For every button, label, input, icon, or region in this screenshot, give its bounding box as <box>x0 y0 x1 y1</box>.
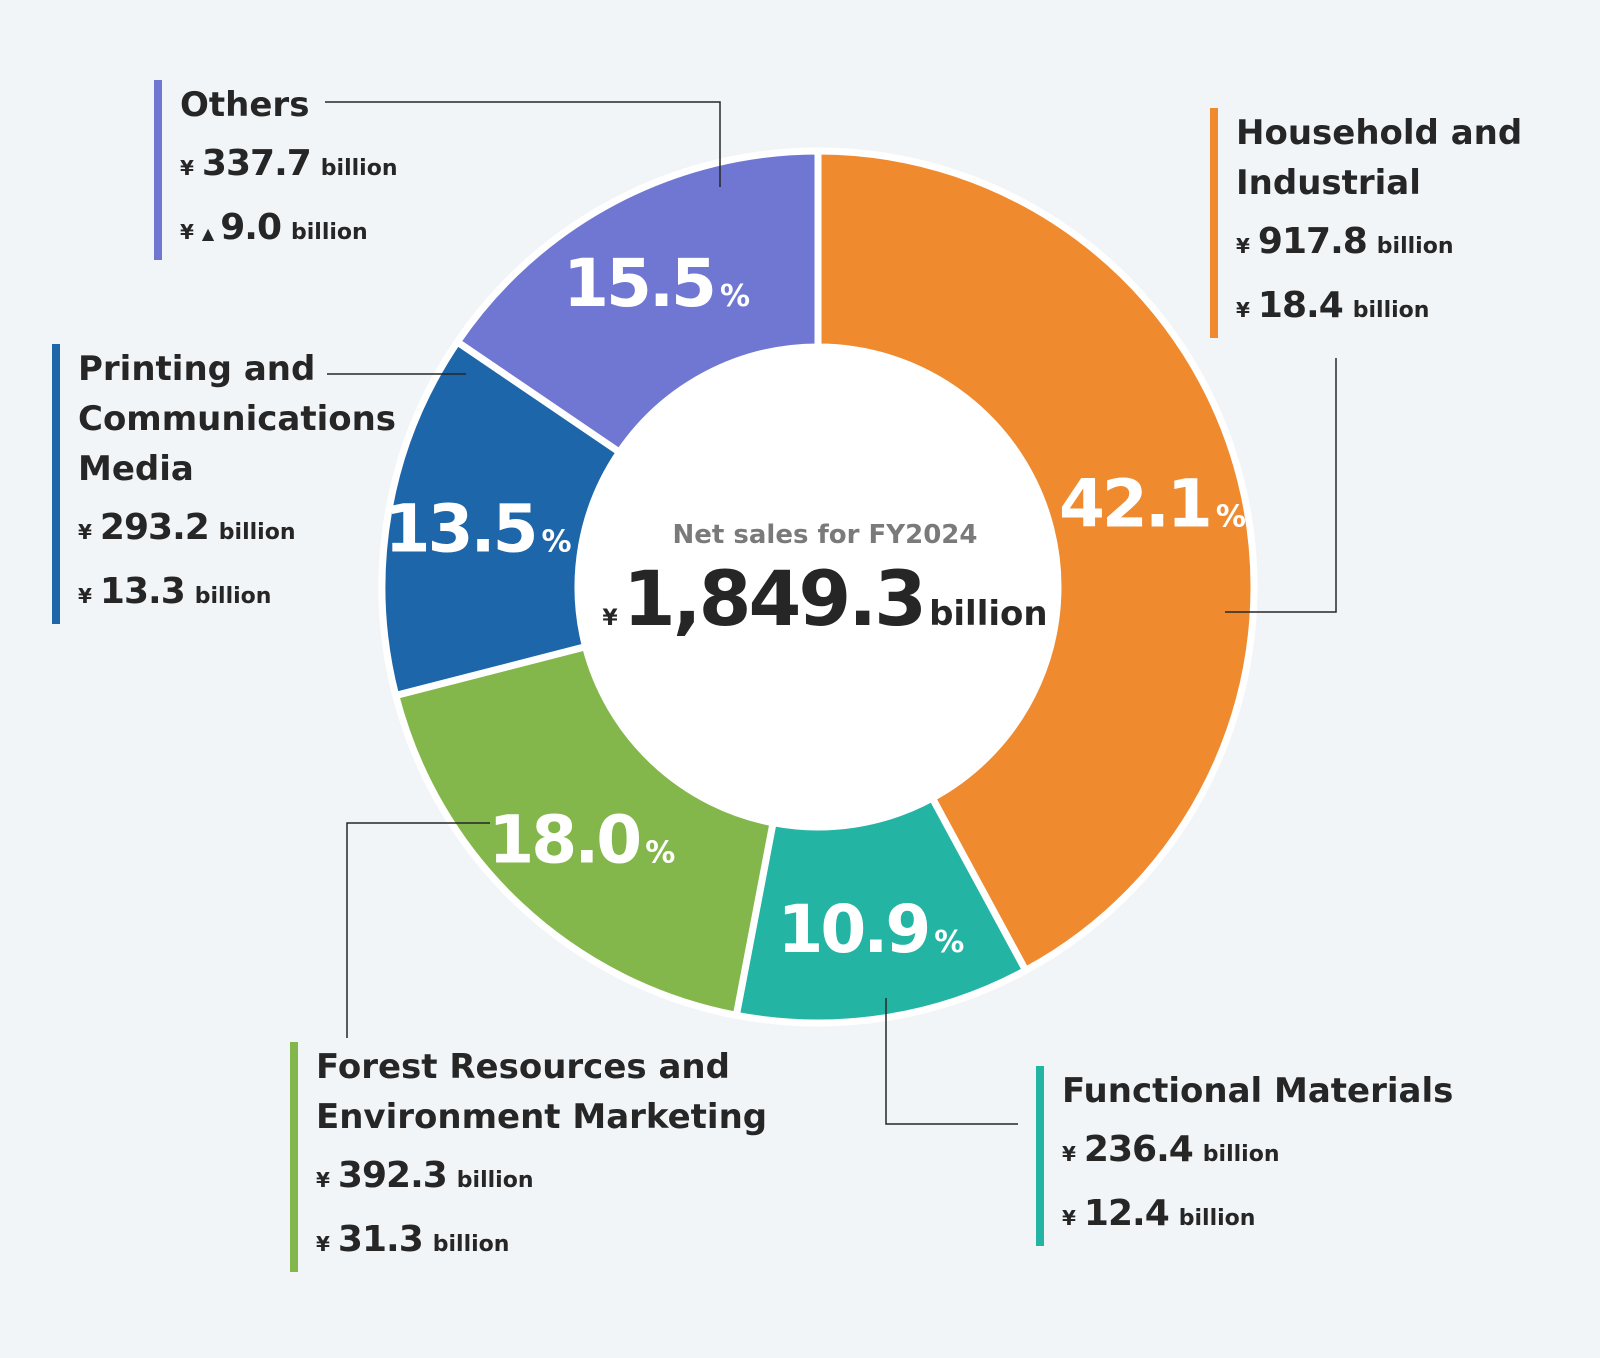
currency-symbol: ¥ <box>78 584 92 608</box>
currency-symbol: ¥ <box>180 220 194 244</box>
profit-unit: billion <box>291 220 368 245</box>
profit-line: ¥18.4 billion <box>1236 280 1522 338</box>
currency-symbol: ¥ <box>180 156 194 180</box>
sales-value: 917.8 <box>1257 221 1368 262</box>
profit-value: 18.4 <box>1257 285 1344 326</box>
total-sales-center: Net sales for FY2024 ¥ 1,849.3 billion <box>580 520 1070 643</box>
segment-name-line-2: Communications <box>78 399 397 439</box>
profit-unit: billion <box>194 584 272 609</box>
percent-label-2: 18.0% <box>488 801 675 878</box>
segment-name-line-1: Forest Resources and <box>316 1047 730 1087</box>
sales-value: 392.3 <box>337 1155 448 1196</box>
label-functional-materials: Functional Materials ¥236.4 billion ¥12.4… <box>1036 1066 1453 1246</box>
profit-line: ¥ ▲ 9.0 billion <box>180 202 398 260</box>
sales-unit: billion <box>320 156 398 181</box>
color-bar-household <box>1210 108 1218 338</box>
profit-line: ¥13.3 billion <box>78 566 396 624</box>
profit-value: 31.3 <box>337 1219 424 1260</box>
leader-lines <box>325 101 1337 1125</box>
profit-unit: billion <box>432 1232 510 1257</box>
leader-line-others <box>325 101 721 187</box>
donut-hole <box>580 349 1056 825</box>
sales-line: ¥337.7 billion <box>180 138 398 196</box>
currency-symbol: ¥ <box>316 1232 330 1256</box>
label-forest-resources: Forest Resources and Environment Marketi… <box>290 1042 767 1272</box>
donut-slice-1 <box>732 793 1031 1027</box>
leader-line-household <box>1225 358 1337 613</box>
donut-slice-0 <box>814 147 1258 976</box>
profit-unit: billion <box>1178 1206 1256 1231</box>
profit-value: 13.3 <box>99 571 186 612</box>
segment-name-line-2: Environment Marketing <box>316 1097 768 1137</box>
label-printing-communications: Printing and Communications Media ¥293.2… <box>52 344 396 624</box>
percent-labels: 42.1 % 10.9 % 18.0 % 13.5 % 15.5% <box>385 245 1246 968</box>
profit-value: 12.4 <box>1083 1193 1170 1234</box>
center-total-value: 1,849.3 <box>622 554 927 643</box>
label-household-industrial: Household and Industrial ¥917.8 billion ¥… <box>1210 108 1522 338</box>
center-title: Net sales for FY2024 <box>672 520 978 550</box>
color-bar-functional <box>1036 1066 1044 1246</box>
profit-line: ¥12.4 billion <box>1062 1188 1453 1246</box>
segment-name: Functional Materials <box>1062 1071 1454 1111</box>
sales-value: 293.2 <box>99 507 210 548</box>
sales-unit: billion <box>218 520 296 545</box>
currency-symbol: ¥ <box>78 520 92 544</box>
sales-line: ¥293.2 billion <box>78 502 396 560</box>
donut-slices <box>378 147 1258 1027</box>
percent-label-3: 13.5% <box>385 491 572 568</box>
currency-symbol: ¥ <box>1236 234 1250 258</box>
profit-value: 9.0 <box>220 207 282 248</box>
segment-name-line-1: Household and <box>1236 113 1523 153</box>
color-bar-printing <box>52 344 60 624</box>
donut-slice-3 <box>378 337 625 700</box>
segment-name: Others <box>180 85 310 125</box>
center-unit: billion <box>929 594 1048 634</box>
currency-symbol: ¥ <box>1062 1142 1076 1166</box>
center-value: ¥ 1,849.3 billion <box>580 554 1070 643</box>
sales-value: 236.4 <box>1083 1129 1194 1170</box>
donut-slice-4 <box>452 147 822 457</box>
leader-line-forest <box>346 822 490 1038</box>
sales-line: ¥917.8 billion <box>1236 216 1522 274</box>
color-bar-others <box>154 80 162 260</box>
currency-symbol: ¥ <box>1062 1206 1076 1230</box>
sales-line: ¥392.3 billion <box>316 1150 767 1208</box>
sales-unit: billion <box>456 1168 534 1193</box>
center-currency: ¥ <box>602 606 618 631</box>
percent-label-4: 15.5% <box>563 245 750 322</box>
negative-triangle-icon: ▲ <box>201 224 215 243</box>
label-others: Others ¥337.7 billion ¥ ▲ 9.0 billion <box>154 80 398 260</box>
currency-symbol: ¥ <box>1236 298 1250 322</box>
segment-name-line-1: Printing and <box>78 349 316 389</box>
segment-name-line-3: Media <box>78 449 194 489</box>
percent-label-1: 10.9% <box>777 891 964 968</box>
percent-label-0: 42.1% <box>1059 465 1246 542</box>
sales-unit: billion <box>1376 234 1454 259</box>
sales-line: ¥236.4 billion <box>1062 1124 1453 1182</box>
currency-symbol: ¥ <box>316 1168 330 1192</box>
profit-unit: billion <box>1352 298 1430 323</box>
color-bar-forest <box>290 1042 298 1272</box>
sales-value: 337.7 <box>201 143 312 184</box>
donut-slice-2 <box>391 642 778 1020</box>
profit-line: ¥31.3 billion <box>316 1214 767 1272</box>
leader-line-functional <box>885 998 1018 1125</box>
sales-unit: billion <box>1202 1142 1280 1167</box>
segment-name-line-2: Industrial <box>1236 163 1421 203</box>
